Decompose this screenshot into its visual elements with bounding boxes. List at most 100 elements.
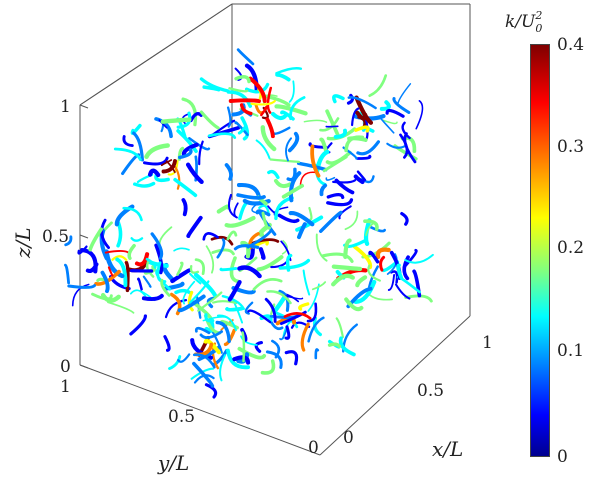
- vortex-tube: [265, 350, 283, 369]
- vortex-tube: [375, 247, 391, 260]
- vortex-tube: [267, 169, 280, 180]
- vortex-tube: [186, 215, 203, 239]
- vortex-tube: [177, 294, 206, 313]
- vortex-tube: [333, 128, 348, 139]
- vortex-tube: [226, 106, 232, 128]
- vortex-tube: [178, 148, 193, 160]
- vortex-tube: [210, 235, 234, 246]
- vortex-structures: [64, 48, 434, 399]
- vortex-tube: [154, 117, 173, 139]
- vortex-tube: [326, 192, 345, 200]
- vortex-tube: [312, 316, 322, 337]
- vortex-tube: [353, 174, 365, 185]
- vortex-tube: [237, 265, 262, 279]
- vortex-tube: [107, 266, 114, 277]
- vortex-tube: [158, 226, 173, 248]
- vortex-tube: [107, 301, 135, 314]
- vortex-tube: [240, 328, 248, 342]
- vortex-tube: [258, 247, 266, 260]
- vortex-tube: [189, 272, 202, 285]
- vortex-tube: [401, 121, 411, 140]
- vortex-tube: [205, 245, 215, 274]
- vortex-tube: [124, 260, 130, 293]
- vortex-tube: [145, 257, 157, 269]
- vortex-tube: [271, 111, 288, 121]
- vortex-tube: [288, 210, 315, 227]
- vortex-tube: [199, 77, 230, 93]
- vortex-tube: [197, 345, 222, 362]
- vortex-tube: [236, 193, 266, 200]
- vortex-tube: [319, 210, 343, 233]
- vortex-tube: [144, 143, 170, 159]
- vortex-tube: [251, 203, 258, 214]
- vortex-tube: [307, 316, 325, 343]
- vortex-tube: [237, 124, 248, 135]
- vortex-tube: [233, 244, 260, 251]
- vortex-tube: [188, 137, 211, 151]
- vortex-tube: [122, 206, 143, 222]
- vortex-tube: [177, 353, 191, 363]
- vortex-tube: [250, 99, 276, 106]
- vortex-tube: [269, 158, 301, 163]
- vortex-tube: [207, 132, 237, 139]
- vortex-tube: [91, 292, 113, 301]
- vortex-tube: [281, 183, 304, 199]
- vortex-tube: [239, 103, 253, 116]
- vortex-tube: [219, 266, 238, 272]
- vortex-tube: [64, 263, 70, 285]
- vortex-tube: [229, 256, 240, 284]
- vortex-tube: [176, 111, 192, 129]
- vortex-tube: [189, 265, 200, 274]
- vortex-tube: [225, 306, 244, 312]
- vortex-tube: [402, 255, 410, 281]
- vortex-tube: [176, 261, 184, 276]
- vortex-tube: [254, 103, 265, 115]
- vortex-tube: [347, 96, 377, 110]
- vortex-tube: [168, 355, 182, 370]
- vortex-tube: [189, 112, 203, 123]
- vortex-tube: [113, 147, 142, 161]
- vortex-tube: [163, 335, 171, 352]
- vortex-tube: [173, 247, 190, 252]
- vortex-tube: [252, 278, 283, 291]
- vortex-tube: [137, 277, 143, 291]
- vortex-tube: [241, 331, 246, 363]
- vortex-tube: [142, 275, 152, 288]
- vortex-tube: [182, 280, 196, 305]
- colorbar: [530, 44, 550, 457]
- vortex-tube: [261, 211, 271, 230]
- vortex-tube: [392, 97, 411, 114]
- vortex-tube: [77, 245, 88, 255]
- vortex-tube: [335, 317, 344, 339]
- vortex-tube: [266, 290, 292, 305]
- vortex-tube: [297, 222, 307, 240]
- vortex-tube: [104, 249, 125, 279]
- vortex-tube: [240, 116, 250, 141]
- vortex-tube: [273, 178, 292, 189]
- vortex-tube: [247, 309, 272, 324]
- vortex-tube: [160, 159, 173, 167]
- vortex-tube: [266, 86, 273, 114]
- vortex-tube: [67, 284, 96, 289]
- vortex-tube: [193, 374, 215, 384]
- vortex-tube: [355, 110, 368, 121]
- x-tick-0: 0: [343, 428, 354, 448]
- vortex-tube: [319, 183, 328, 197]
- vortex-tube: [88, 227, 103, 252]
- vortex-tube: [284, 325, 291, 340]
- vortex-tube: [321, 252, 354, 263]
- vortex-tube: [198, 140, 204, 166]
- vortex-tube: [215, 320, 231, 343]
- vortex-tube: [286, 167, 297, 182]
- vortex-tube: [390, 270, 399, 284]
- vortex-tube: [267, 205, 275, 214]
- vortex-tube: [228, 87, 249, 93]
- y-tick-1: 1: [60, 377, 71, 397]
- vortex-tube: [344, 210, 359, 231]
- vortex-tube: [277, 213, 300, 224]
- vortex-tube: [344, 297, 364, 312]
- vortex-tube: [379, 255, 386, 272]
- vortex-tube: [394, 283, 411, 300]
- vortex-tube: [238, 202, 248, 221]
- vortex-tube: [275, 72, 291, 82]
